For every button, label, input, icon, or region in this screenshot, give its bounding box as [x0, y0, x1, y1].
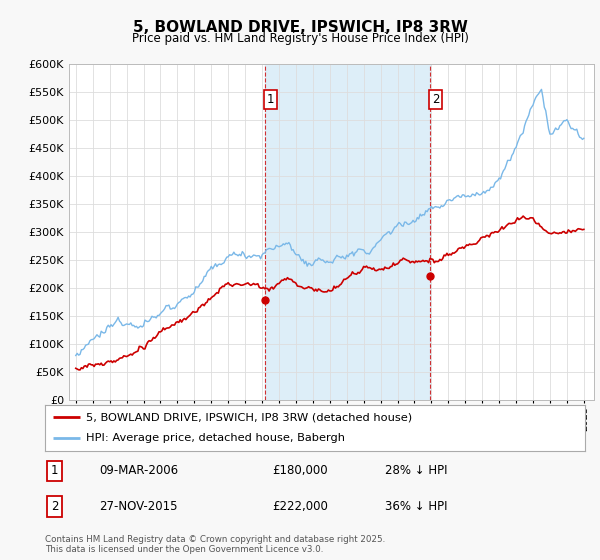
Text: Price paid vs. HM Land Registry's House Price Index (HPI): Price paid vs. HM Land Registry's House …: [131, 32, 469, 45]
Text: £222,000: £222,000: [272, 500, 328, 513]
Text: HPI: Average price, detached house, Babergh: HPI: Average price, detached house, Babe…: [86, 433, 344, 444]
Text: 28% ↓ HPI: 28% ↓ HPI: [385, 464, 448, 478]
Text: Contains HM Land Registry data © Crown copyright and database right 2025.
This d: Contains HM Land Registry data © Crown c…: [45, 535, 385, 554]
Text: 36% ↓ HPI: 36% ↓ HPI: [385, 500, 448, 513]
Text: £180,000: £180,000: [272, 464, 328, 478]
Text: 1: 1: [267, 93, 274, 106]
Text: 5, BOWLAND DRIVE, IPSWICH, IP8 3RW (detached house): 5, BOWLAND DRIVE, IPSWICH, IP8 3RW (deta…: [86, 412, 412, 422]
Text: 2: 2: [432, 93, 439, 106]
Bar: [265, 64, 430, 400]
Text: 1: 1: [51, 464, 58, 478]
Text: 2: 2: [51, 500, 58, 513]
Text: 5, BOWLAND DRIVE, IPSWICH, IP8 3RW: 5, BOWLAND DRIVE, IPSWICH, IP8 3RW: [133, 20, 467, 35]
Text: 27-NOV-2015: 27-NOV-2015: [99, 500, 178, 513]
Text: 09-MAR-2006: 09-MAR-2006: [99, 464, 178, 478]
